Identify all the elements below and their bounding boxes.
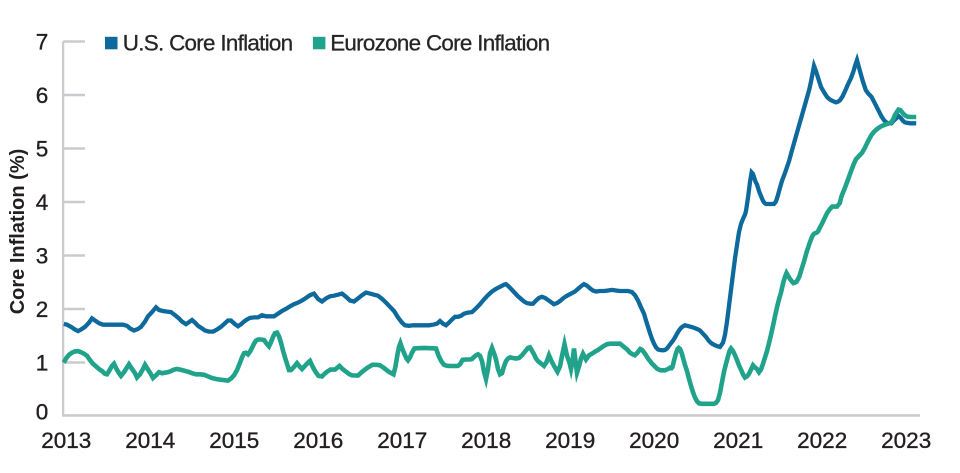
svg-text:2013: 2013 bbox=[41, 428, 91, 453]
svg-text:Eurozone Core Inflation: Eurozone Core Inflation bbox=[330, 31, 549, 56]
svg-text:2: 2 bbox=[36, 297, 49, 322]
svg-text:2022: 2022 bbox=[797, 428, 847, 453]
svg-text:2018: 2018 bbox=[461, 428, 511, 453]
svg-text:2016: 2016 bbox=[293, 428, 343, 453]
svg-text:2019: 2019 bbox=[545, 428, 595, 453]
svg-text:2017: 2017 bbox=[377, 428, 427, 453]
svg-text:U.S. Core Inflation: U.S. Core Inflation bbox=[123, 31, 293, 56]
svg-text:2021: 2021 bbox=[713, 428, 763, 453]
svg-text:2014: 2014 bbox=[125, 428, 175, 453]
svg-text:2023: 2023 bbox=[881, 428, 931, 453]
svg-text:5: 5 bbox=[36, 137, 49, 162]
svg-text:Core Inflation (%): Core Inflation (%) bbox=[7, 149, 29, 315]
svg-text:2015: 2015 bbox=[209, 428, 259, 453]
svg-text:0: 0 bbox=[36, 399, 49, 424]
svg-text:1: 1 bbox=[36, 351, 49, 376]
svg-text:3: 3 bbox=[36, 244, 49, 269]
svg-text:4: 4 bbox=[36, 190, 49, 215]
svg-text:7: 7 bbox=[36, 30, 49, 55]
svg-text:6: 6 bbox=[36, 83, 49, 108]
svg-text:2020: 2020 bbox=[629, 428, 679, 453]
